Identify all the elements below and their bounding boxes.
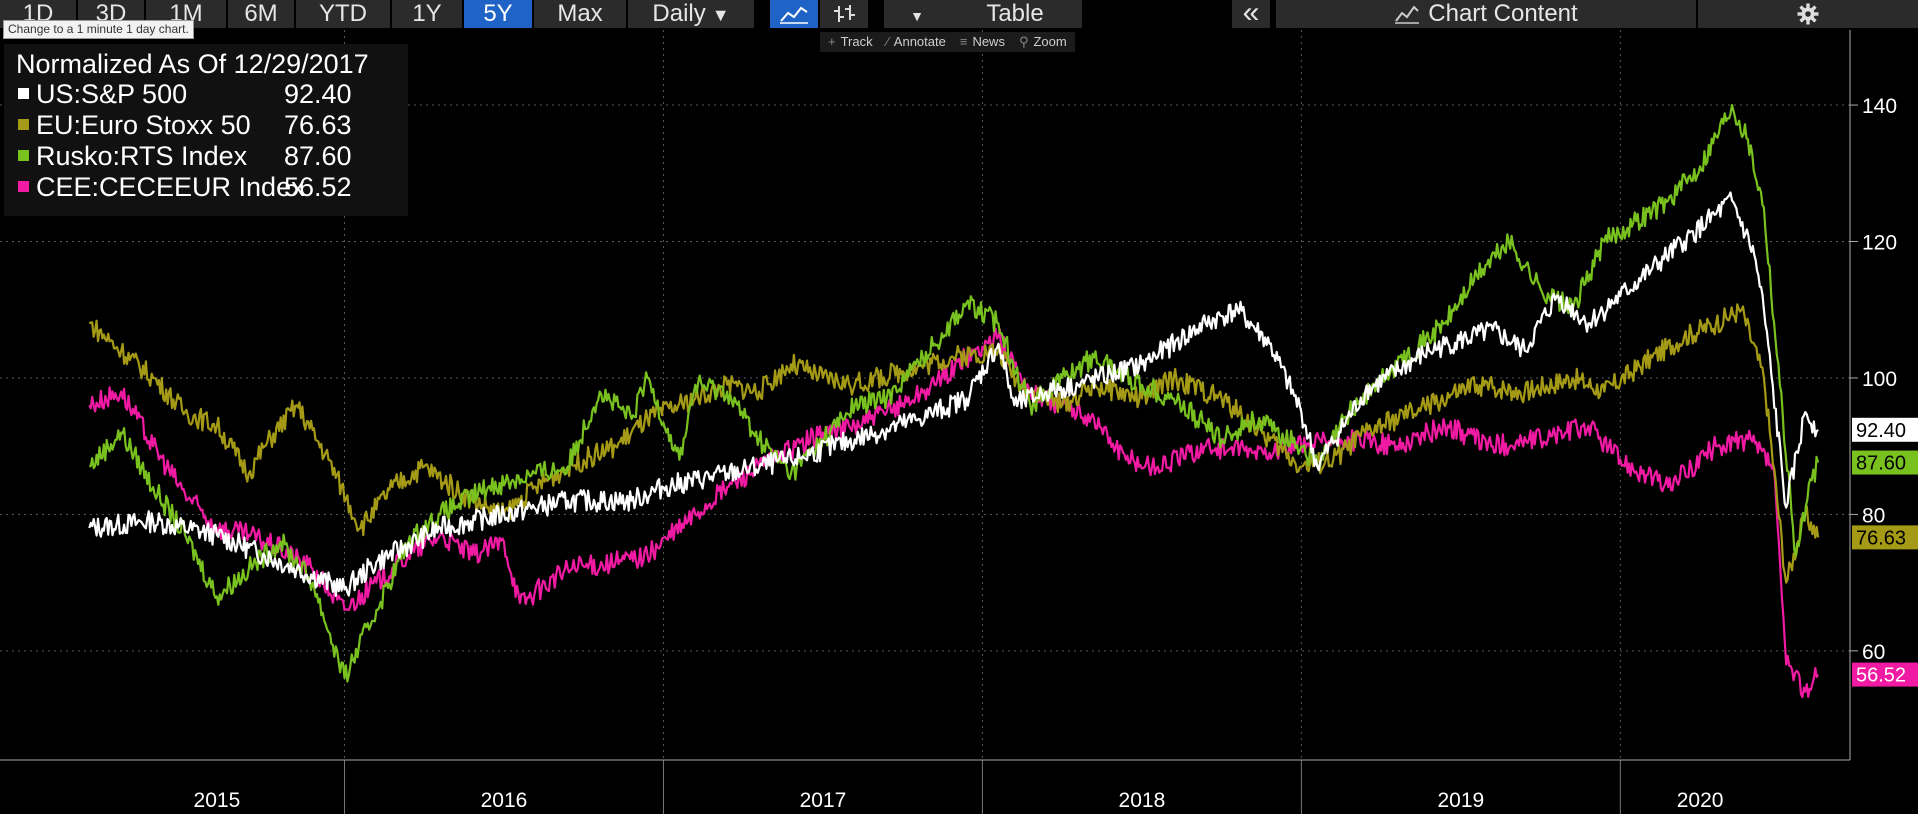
legend-title: Normalized As Of 12/29/2017 xyxy=(16,49,369,79)
caret-down-icon: ▼ xyxy=(711,5,730,25)
y-tick-label: 120 xyxy=(1862,231,1897,254)
range-1y-button[interactable]: 1Y xyxy=(392,0,462,28)
zoom-label: Zoom xyxy=(1033,34,1067,49)
legend-row-sp500[interactable]: US:S&P 500 92.40 xyxy=(16,79,406,109)
legend-series-name: EU:Euro Stoxx 50 xyxy=(36,110,251,140)
series-line xyxy=(88,191,1819,597)
chart-legend: Normalized As Of 12/29/2017 US:S&P 500 9… xyxy=(4,44,408,216)
gear-icon xyxy=(1797,3,1819,25)
table-button[interactable]: Table xyxy=(948,0,1082,28)
annotate-tool[interactable]: ∕ Annotate xyxy=(887,32,946,52)
chart-content-icon xyxy=(1395,5,1420,24)
series-line xyxy=(88,327,1820,699)
last-value-tag xyxy=(1852,525,1918,550)
x-tick-label: 2018 xyxy=(1119,789,1166,812)
range-ytd-button[interactable]: YTD xyxy=(296,0,390,28)
ohlc-chart-button[interactable] xyxy=(820,0,868,28)
last-value-label: 87.60 xyxy=(1856,453,1906,475)
news-label: News xyxy=(972,34,1005,49)
y-tick-label: 80 xyxy=(1862,504,1885,527)
legend-row-ceceeur[interactable]: CEE:CECEEUR Index 56.52 xyxy=(16,172,406,202)
zoom-tool[interactable]: ⚲ Zoom xyxy=(1019,32,1067,52)
series-line xyxy=(88,103,1820,683)
legend-row-eurostoxx[interactable]: EU:Euro Stoxx 50 76.63 xyxy=(16,110,406,140)
news-tool[interactable]: ≡ News xyxy=(960,32,1005,52)
track-label: Track xyxy=(840,34,873,49)
crosshair-icon: + xyxy=(828,34,836,49)
collapse-chevrons-icon[interactable]: « xyxy=(1232,0,1270,28)
interval-dropdown[interactable]: Daily ▼ xyxy=(628,0,754,28)
legend-series-name: US:S&P 500 xyxy=(36,79,188,109)
settings-button[interactable] xyxy=(1698,0,1918,28)
chart-content-label: Chart Content xyxy=(1428,0,1578,27)
legend-row-rts[interactable]: Rusko:RTS Index 87.60 xyxy=(16,141,406,171)
range-tooltip: Change to a 1 minute 1 day chart. xyxy=(3,20,194,39)
legend-swatch xyxy=(18,88,29,99)
last-value-label: 56.52 xyxy=(1856,665,1906,687)
range-max-button[interactable]: Max xyxy=(534,0,626,28)
ohlc-bars-icon xyxy=(834,5,855,22)
legend-series-name: CEE:CECEEUR Index xyxy=(36,172,305,202)
legend-series-value: 56.52 xyxy=(284,172,352,202)
range-5y-button[interactable]: 5Y xyxy=(464,0,532,28)
last-value-label: 76.63 xyxy=(1856,527,1906,549)
series-line xyxy=(88,303,1820,584)
line-chart-button[interactable] xyxy=(770,0,818,28)
x-tick-label: 2017 xyxy=(800,789,847,812)
pencil-icon: ∕ xyxy=(886,34,889,49)
magnifier-icon: ⚲ xyxy=(1018,34,1029,49)
x-tick-label: 2016 xyxy=(481,789,528,812)
line-chart-icon xyxy=(780,6,808,24)
news-icon: ≡ xyxy=(959,34,968,49)
legend-series-value: 76.63 xyxy=(284,110,352,140)
chart-toolbar: 1D 3D 1M 6M YTD 1Y 5Y Max Daily ▼ ▼ Table… xyxy=(0,0,1918,39)
annotate-label: Annotate xyxy=(893,34,946,49)
last-value-tag xyxy=(1852,662,1918,687)
track-tool[interactable]: + Track xyxy=(828,32,873,52)
chart-type-dropdown[interactable]: ▼ xyxy=(884,0,950,28)
y-tick-label: 140 xyxy=(1862,95,1897,118)
last-value-label: 92.40 xyxy=(1856,420,1906,442)
caret-down-icon: ▼ xyxy=(910,8,924,24)
y-tick-label: 60 xyxy=(1862,641,1885,664)
x-tick-label: 2015 xyxy=(194,789,241,812)
legend-series-name: Rusko:RTS Index xyxy=(36,141,248,171)
legend-swatch xyxy=(18,119,29,130)
range-6m-button[interactable]: 6M xyxy=(228,0,294,28)
y-tick-label: 100 xyxy=(1862,368,1897,391)
x-tick-label: 2020 xyxy=(1677,789,1724,812)
legend-series-value: 92.40 xyxy=(284,79,352,109)
interval-label: Daily xyxy=(652,0,706,27)
drawing-tools-bar: + Track ∕ Annotate ≡ News ⚲ Zoom xyxy=(820,32,1075,52)
last-value-tag xyxy=(1852,450,1918,475)
legend-swatch xyxy=(18,181,29,192)
legend-series-value: 87.60 xyxy=(284,141,352,171)
x-tick-label: 2019 xyxy=(1438,789,1485,812)
last-value-tag xyxy=(1852,417,1918,442)
chart-content-button[interactable]: Chart Content xyxy=(1276,0,1696,28)
legend-swatch xyxy=(18,150,29,161)
